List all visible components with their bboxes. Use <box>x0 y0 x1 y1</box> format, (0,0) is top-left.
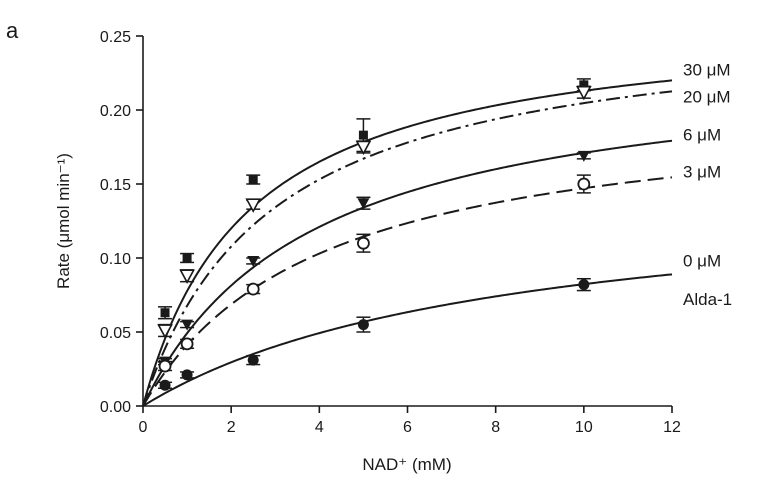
data-point <box>160 308 170 318</box>
data-point-group <box>245 198 262 213</box>
data-point-group <box>246 174 261 185</box>
x-tick-label: 12 <box>663 419 681 436</box>
series-label: 20 μM <box>683 87 731 106</box>
data-point <box>357 236 370 250</box>
data-point <box>579 80 589 90</box>
x-tick-label: 4 <box>315 419 324 436</box>
data-point-group <box>158 379 173 391</box>
data-point <box>180 337 194 351</box>
data-point-group <box>356 233 371 253</box>
data-point <box>577 177 591 191</box>
data-point <box>247 354 259 366</box>
x-tick-label: 8 <box>491 419 500 436</box>
x-tick-label: 6 <box>403 419 412 436</box>
data-point <box>357 198 370 210</box>
data-point-group <box>355 140 372 156</box>
data-point <box>355 140 372 156</box>
data-point <box>358 130 368 140</box>
data-point-group <box>356 196 371 210</box>
data-point <box>181 369 193 381</box>
data-point <box>157 324 173 339</box>
data-point-group <box>575 85 592 101</box>
data-point <box>182 253 192 263</box>
data-point-group <box>180 319 195 331</box>
y-tick-label: 0.25 <box>100 29 131 46</box>
y-tick-label: 0.00 <box>100 399 131 416</box>
data-point <box>575 85 592 101</box>
plot-area <box>142 78 673 407</box>
fit-curve <box>142 79 673 407</box>
data-point-group <box>157 323 173 339</box>
data-point-group <box>246 354 261 366</box>
data-point <box>246 282 260 296</box>
y-tick-label: 0.05 <box>100 325 131 342</box>
data-point-group <box>180 369 195 381</box>
data-point <box>159 379 171 391</box>
data-point-group <box>180 252 195 264</box>
series-label: 0 μM <box>683 251 721 270</box>
data-point <box>179 269 195 284</box>
data-point <box>578 279 590 291</box>
x-ticks: 0 2 4 6 8 10 12 <box>139 406 681 436</box>
x-tick-label: 10 <box>575 419 593 436</box>
x-tick-label: 0 <box>139 419 148 436</box>
series-label: 6 μM <box>683 126 721 145</box>
data-point-group <box>158 306 173 320</box>
series-labels: 30 μM 20 μM 6 μM 3 μM 0 μM <box>683 60 731 270</box>
fit-curve <box>142 90 673 407</box>
data-point-group <box>576 277 591 292</box>
x-axis-label: NAD⁺ (mM) <box>362 455 451 474</box>
data-point <box>248 175 258 185</box>
data-point <box>577 150 590 162</box>
x-tick-label: 2 <box>227 419 236 436</box>
data-point-group <box>246 282 261 296</box>
y-tick-label: 0.20 <box>100 103 131 120</box>
data-point-group <box>576 174 591 194</box>
data-point-group <box>179 269 195 284</box>
panel-label: a <box>6 18 19 43</box>
data-point-group <box>180 337 195 351</box>
data-point <box>181 319 194 331</box>
data-point-group <box>246 255 261 267</box>
data-point <box>158 359 172 373</box>
data-point-group <box>356 316 371 333</box>
data-point-group <box>576 150 591 162</box>
data-point <box>247 255 260 267</box>
y-axis-label: Rate (μmol min⁻¹) <box>54 153 73 289</box>
fit-curve <box>142 176 673 407</box>
data-point <box>357 319 369 331</box>
series-label: 30 μM <box>683 60 731 79</box>
data-point-group <box>158 359 173 373</box>
series-label: 3 μM <box>683 162 721 181</box>
annotation-alda1: Alda-1 <box>683 290 732 309</box>
y-ticks: 0.00 0.05 0.10 0.15 0.20 0.25 <box>100 29 143 416</box>
y-tick-label: 0.10 <box>100 251 131 268</box>
y-tick-label: 0.15 <box>100 177 131 194</box>
data-point <box>245 198 262 213</box>
